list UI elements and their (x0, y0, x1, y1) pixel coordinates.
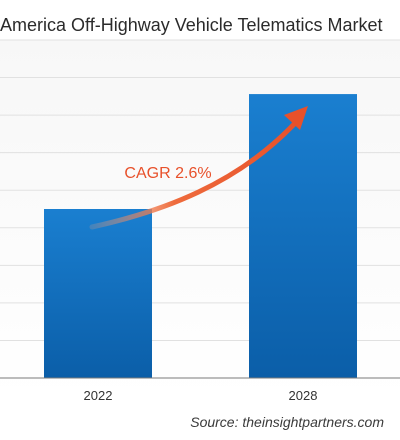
source-credit: Source: theinsightpartners.com (190, 414, 384, 430)
cagr-arrow-head (284, 106, 308, 130)
bar-2022 (44, 209, 152, 378)
x-tick-label-2022: 2022 (84, 388, 113, 403)
chart-title: North America Off-Highway Vehicle Telema… (0, 15, 383, 35)
x-tick-labels: 2022 2028 (84, 388, 318, 403)
x-tick-label-2028: 2028 (289, 388, 318, 403)
bars-group (44, 94, 357, 378)
cagr-arrow-shaft (89, 117, 301, 230)
bar-2028 (249, 94, 357, 378)
cagr-annotation: CAGR 2.6% (124, 165, 211, 182)
